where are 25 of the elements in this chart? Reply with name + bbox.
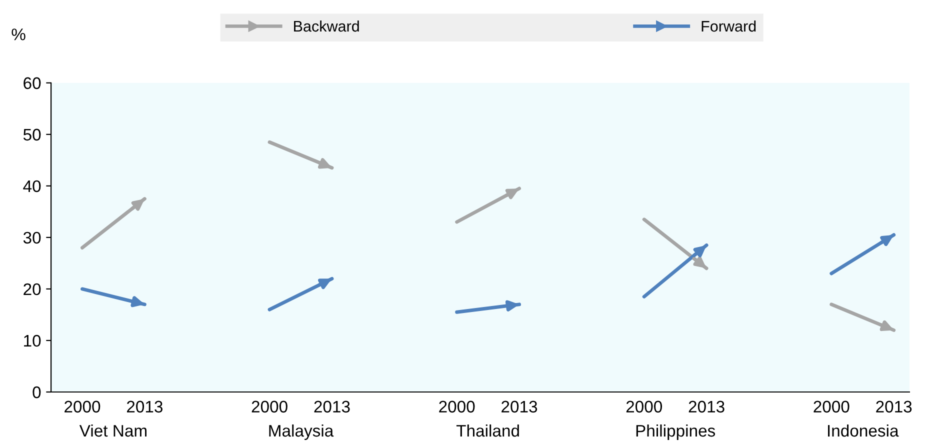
legend-label: Forward — [702, 20, 756, 32]
y-axis-title: % — [12, 28, 26, 40]
x-tick-label: 2000 — [626, 400, 662, 413]
x-tick-label: 2000 — [439, 400, 475, 413]
text: Philippines — [636, 424, 716, 440]
x-tick-label: 2000 — [252, 400, 288, 413]
x-tick-label: 2013 — [688, 400, 724, 413]
y-tick-label: 60 — [24, 77, 41, 90]
y-tick-label: 30 — [23, 232, 41, 244]
y-tick-label: 0 — [32, 386, 41, 398]
x-tick-label: 2013 — [126, 400, 162, 413]
text: Viet Nam — [79, 424, 146, 437]
y-tick-label: 20 — [24, 283, 41, 296]
text: Indonesia — [828, 424, 899, 437]
x-tick-label: 2000 — [64, 400, 100, 413]
text: Malaysia — [269, 424, 334, 440]
y-tick-label: 10 — [24, 334, 41, 347]
text: Thailand — [456, 424, 519, 437]
y-tick-label: 40 — [23, 180, 41, 192]
y-tick-label: 50 — [23, 128, 41, 141]
x-tick-label: 2013 — [314, 400, 350, 413]
legend-label: Backward — [294, 20, 359, 32]
x-tick-label: 2013 — [502, 400, 538, 413]
x-tick-label: 2013 — [876, 400, 912, 413]
x-tick-label: 2000 — [814, 400, 850, 413]
